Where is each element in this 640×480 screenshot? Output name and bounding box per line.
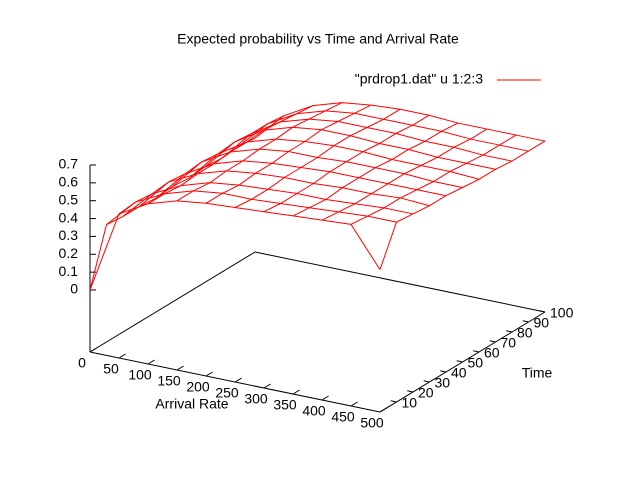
y-tick [456,360,463,363]
surface-column [263,114,430,213]
legend-label: "prdrop1.dat" u 1:2:3 [355,71,483,87]
x-tick-label: 100 [128,367,152,383]
surface-column [205,104,372,204]
x-tick [89,347,97,353]
x-tick [147,359,155,365]
y-tick [407,390,414,393]
x-tick-label: 500 [360,415,384,431]
x-tick-label: 300 [244,391,268,407]
z-tick-label: 0.1 [59,263,79,279]
y-tick-label: 20 [418,385,434,401]
x-tick-label: 200 [186,379,210,395]
surface-column [147,105,314,205]
y-axis-label: Time [522,365,553,381]
surface-column [379,140,546,270]
y-tick-label: 30 [435,375,451,391]
chart-title: Expected probability vs Time and Arrival… [177,31,459,47]
y-tick-label: 40 [451,365,467,381]
x-tick [176,365,184,371]
axis-line [89,251,256,353]
x-tick [379,407,387,413]
z-tick-label: 0.2 [59,245,79,261]
surface-column [176,102,343,202]
z-tick-label: 0.7 [59,156,79,172]
axis-line [254,251,546,313]
z-tick-label: 0.5 [59,191,79,207]
x-tick [350,401,358,407]
y-tick [489,340,496,343]
y-tick [423,380,430,383]
x-tick-label: 350 [273,397,297,413]
y-tick [506,330,513,333]
z-tick-label: 0.3 [59,227,79,243]
x-tick [234,377,242,383]
y-tick-label: 10 [402,395,418,411]
x-tick-label: 0 [78,355,86,371]
y-tick-label: 90 [534,315,550,331]
surface-column [118,115,285,215]
z-tick-label: 0.6 [59,174,79,190]
surface-column [234,108,401,208]
x-tick-label: 450 [331,409,355,425]
x-tick-label: 150 [157,373,181,389]
x-axis-label: Arrival Rate [155,396,228,412]
surface-column [350,134,517,225]
y-tick-label: 60 [484,345,500,361]
y-tick-label: 70 [501,335,517,351]
y-tick [473,350,480,353]
surface-row [254,102,546,142]
z-tick-label: 0.4 [59,209,79,225]
y-tick [390,400,397,403]
x-tick [321,395,329,401]
surface-column [292,122,459,217]
x-tick-label: 400 [302,403,326,419]
x-tick-label: 250 [215,385,239,401]
surface-row [155,160,447,199]
x-tick [263,383,271,389]
y-tick-label: 50 [468,355,484,371]
y-tick-label: 80 [517,325,533,341]
y-tick-label: 100 [550,305,574,321]
surface-row [188,138,480,180]
z-tick-label: 0 [70,281,78,297]
x-tick [292,389,300,395]
y-tick [539,310,546,313]
x-tick [205,371,213,377]
x-tick [118,353,126,359]
surface-row [122,182,414,217]
y-tick [440,370,447,373]
surface-column [321,128,488,221]
surface-row [89,200,381,291]
y-tick [522,320,529,323]
x-tick-label: 50 [103,361,119,377]
